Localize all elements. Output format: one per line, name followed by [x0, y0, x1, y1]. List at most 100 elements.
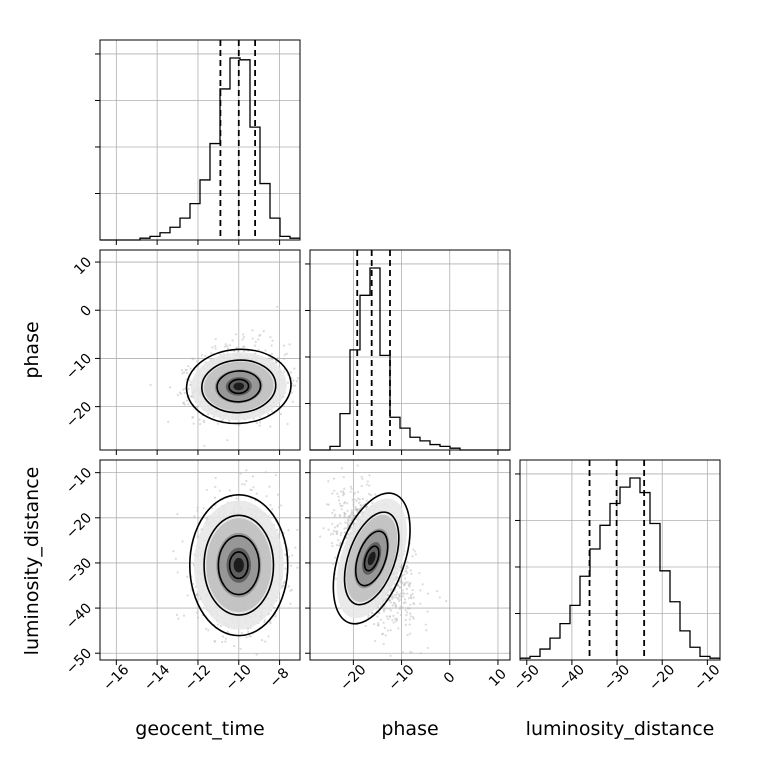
pair-content — [149, 305, 300, 447]
sample-point — [340, 508, 343, 511]
sample-point — [226, 630, 229, 634]
sample-point — [296, 528, 299, 532]
sample-point — [284, 553, 287, 556]
sample-point — [333, 515, 336, 518]
x-tick-label: −40 — [556, 662, 588, 694]
sample-point — [386, 629, 389, 632]
sample-point — [242, 333, 245, 336]
sample-point — [237, 424, 241, 427]
sample-point — [224, 343, 227, 346]
x-tick-label: 10 — [486, 666, 510, 690]
sample-point — [350, 519, 353, 522]
sample-point — [294, 384, 297, 387]
sample-point — [191, 416, 194, 419]
sample-point — [293, 367, 296, 370]
y-tick-label: −10 — [63, 465, 95, 497]
x-tick-label: −20 — [646, 662, 678, 694]
sample-point — [365, 483, 368, 486]
sample-point — [360, 484, 363, 488]
sample-point — [344, 526, 348, 530]
sample-point — [289, 564, 293, 567]
density-level — [233, 382, 245, 391]
sample-point — [385, 597, 388, 600]
sample-point — [371, 612, 374, 615]
sample-point — [268, 485, 271, 488]
sample-point — [427, 592, 430, 595]
sample-point — [346, 509, 349, 512]
sample-point — [191, 582, 195, 586]
sample-point — [385, 607, 388, 610]
sample-point — [412, 548, 415, 551]
sample-point — [239, 647, 242, 650]
sample-point — [409, 595, 413, 599]
sample-point — [399, 569, 402, 572]
sample-point — [251, 475, 254, 478]
sample-point — [334, 513, 337, 516]
sample-point — [205, 627, 208, 630]
sample-point — [204, 354, 207, 357]
sample-point — [407, 607, 411, 610]
y-tick-label: −10 — [63, 351, 95, 383]
histogram-luminosity-distance — [520, 477, 720, 659]
sample-point — [214, 337, 217, 341]
sample-point — [356, 510, 359, 514]
sample-point — [227, 419, 231, 422]
sample-point — [176, 571, 179, 574]
sample-point — [167, 420, 170, 423]
sample-point — [343, 527, 346, 530]
sample-point — [264, 640, 267, 643]
sample-point — [243, 483, 246, 486]
sample-point — [391, 604, 394, 607]
sample-point — [361, 497, 364, 501]
sample-point — [290, 391, 293, 394]
sample-point — [196, 506, 199, 509]
pair-content — [319, 464, 448, 657]
sample-point — [235, 497, 238, 500]
sample-point — [412, 596, 415, 599]
sample-point — [177, 617, 180, 620]
sample-point — [241, 338, 244, 341]
sample-point — [438, 596, 441, 599]
x-tick-label: −10 — [385, 662, 417, 694]
sample-point — [226, 439, 229, 442]
sample-point — [335, 543, 338, 547]
contour-line — [354, 530, 389, 587]
sample-point — [336, 492, 339, 495]
sample-point — [346, 516, 349, 519]
sample-point — [183, 391, 187, 394]
sample-point — [384, 598, 387, 601]
sample-point — [360, 475, 363, 478]
panel-frame — [99, 459, 301, 661]
sample-point — [331, 562, 335, 566]
x-tick-label: −50 — [511, 662, 543, 694]
sample-point — [399, 598, 402, 601]
sample-point — [209, 357, 212, 360]
sample-point — [396, 584, 400, 587]
sample-point — [403, 577, 407, 580]
sample-point — [414, 550, 417, 553]
sample-point — [334, 577, 338, 580]
sample-point — [397, 593, 401, 596]
sample-point — [270, 344, 273, 347]
sample-point — [352, 493, 355, 496]
sample-point — [343, 515, 346, 518]
sample-point — [329, 533, 333, 536]
sample-point — [379, 618, 383, 621]
contour-line — [217, 535, 260, 596]
sample-point — [389, 601, 393, 604]
sample-point — [267, 412, 270, 415]
sample-point — [395, 593, 398, 596]
sample-point — [400, 582, 403, 585]
sample-point — [401, 589, 404, 592]
sample-point — [319, 535, 322, 538]
xlabel-luminosity-distance: luminosity_distance — [526, 718, 715, 740]
x-tick-label: −8 — [267, 665, 293, 691]
x-tick-label: −20 — [337, 662, 369, 694]
sample-point — [355, 508, 358, 511]
sample-point — [369, 494, 373, 497]
sample-point — [392, 602, 396, 605]
sample-point — [264, 471, 267, 474]
sample-point — [421, 583, 424, 586]
sample-point — [186, 575, 189, 578]
sample-point — [445, 600, 448, 603]
